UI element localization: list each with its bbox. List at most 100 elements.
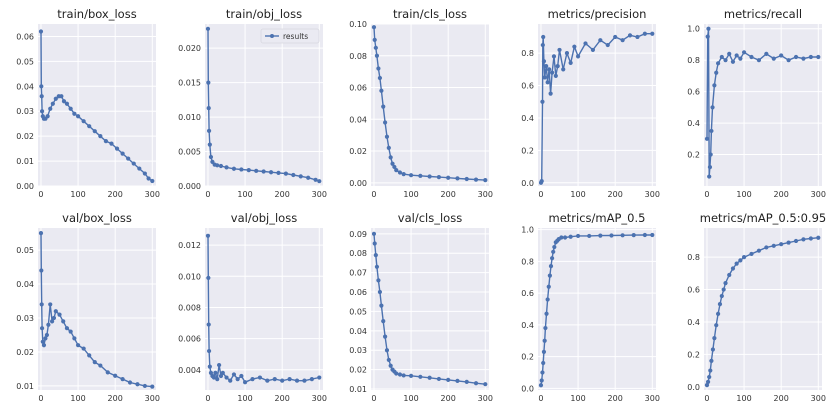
chart-panel-8: 0 100 200 300 0.01 0.02 0.03 0.04 0.05 0.06 0.07 0.…: [349, 211, 493, 403]
data-point: [704, 136, 710, 141]
y-tick-label: 0.10: [349, 20, 367, 29]
chart-panel-10: 0 100 200 300 0.0 0.2 0.4 0.6 0.8 metrics/mAP_0.5…: [687, 211, 826, 403]
data-point: [206, 128, 212, 133]
data-point: [786, 240, 791, 245]
x-tick-label: 100: [570, 394, 585, 403]
x-tick-label: 300: [312, 190, 327, 199]
data-point: [555, 64, 560, 69]
data-point: [72, 336, 77, 341]
data-point: [635, 34, 640, 40]
data-point: [61, 99, 67, 104]
y-tick-label: 0.08: [349, 249, 367, 258]
data-point: [372, 37, 377, 42]
data-point: [39, 109, 45, 114]
data-point: [213, 370, 218, 375]
x-tick-label: 200: [608, 190, 623, 199]
data-point: [298, 174, 303, 179]
data-point: [81, 346, 86, 351]
data-point: [542, 338, 547, 343]
data-point: [208, 370, 214, 375]
legend-label: results: [283, 32, 308, 41]
chart-panel-2: 0 100 200 300 0.000 0.005 0.010 0.015 0.020 train…: [178, 7, 327, 199]
data-point: [714, 323, 719, 328]
y-tick-label: 0.4: [687, 318, 700, 327]
y-tick-label: 0.01: [16, 382, 34, 391]
data-point: [408, 373, 414, 378]
x-tick-label: 300: [145, 394, 160, 403]
x-tick-label: 0: [38, 190, 43, 199]
data-point: [551, 54, 557, 59]
y-tick-label: 0.020: [178, 44, 201, 53]
data-point: [771, 56, 776, 61]
y-tick-label: 0.06: [349, 84, 367, 93]
x-tick-label: 100: [237, 394, 252, 403]
data-point: [205, 26, 211, 31]
data-point: [734, 261, 739, 266]
data-point: [427, 375, 432, 380]
data-point: [306, 175, 311, 180]
y-tick-label: 0.03: [16, 107, 34, 116]
data-point: [120, 151, 125, 156]
data-point: [627, 33, 633, 38]
data-point: [131, 161, 136, 166]
data-point: [215, 376, 220, 382]
data-point: [261, 169, 266, 174]
data-point: [254, 168, 259, 173]
data-point: [206, 80, 211, 85]
data-point: [717, 302, 723, 307]
y-tick-label: 0.06: [349, 288, 367, 297]
y-tick-label: 0.01: [349, 385, 367, 394]
y-tick-label: 0.03: [349, 346, 367, 355]
y-tick-label: 0.0: [521, 179, 534, 188]
data-point: [483, 382, 488, 387]
x-tick-label: 300: [811, 394, 826, 403]
data-point: [568, 234, 573, 239]
data-point: [613, 34, 618, 40]
chart-panel-6: 0 100 200 300 0.01 0.02 0.03 0.04 0.05 val/box_lo…: [16, 211, 160, 403]
data-point: [538, 383, 544, 388]
data-point: [712, 336, 717, 341]
data-point: [473, 381, 479, 386]
x-tick-label: 0: [371, 190, 376, 199]
data-point: [224, 375, 229, 380]
data-point: [793, 54, 799, 60]
data-point: [371, 231, 377, 236]
data-point: [587, 233, 592, 239]
data-point: [418, 374, 423, 379]
data-point: [418, 173, 423, 178]
data-point: [708, 368, 713, 373]
data-point: [793, 238, 799, 244]
data-point: [127, 380, 133, 385]
data-point: [609, 233, 614, 238]
y-tick-label: 0.06: [16, 32, 34, 41]
series-line: [706, 28, 819, 177]
data-point: [98, 134, 103, 139]
data-point: [215, 163, 220, 168]
data-point: [707, 174, 712, 179]
data-point: [205, 233, 211, 238]
chart-title: metrics/precision: [548, 7, 647, 21]
chart-title: metrics/mAP_0.5:0.95: [700, 211, 826, 225]
y-tick-label: 0.02: [16, 132, 34, 141]
data-point: [377, 75, 383, 81]
data-point: [723, 58, 728, 63]
data-point: [808, 236, 813, 241]
x-tick-label: 200: [275, 394, 290, 403]
data-point: [620, 233, 625, 238]
y-tick-label: 0.8: [687, 56, 700, 65]
data-point: [53, 96, 58, 101]
data-point: [302, 378, 307, 383]
y-tick-label: 0.01: [16, 157, 34, 166]
data-point: [709, 358, 714, 363]
series-line: [706, 237, 819, 386]
x-tick-label: 0: [371, 394, 376, 403]
y-tick-label: 0.012: [178, 241, 201, 250]
data-point: [564, 51, 570, 56]
y-tick-label: 0.010: [178, 272, 201, 281]
chart-title: val/box_loss: [62, 211, 132, 225]
data-point: [779, 242, 784, 247]
y-tick-label: 1.0: [687, 25, 700, 34]
data-point: [377, 289, 383, 295]
data-point: [103, 139, 109, 144]
